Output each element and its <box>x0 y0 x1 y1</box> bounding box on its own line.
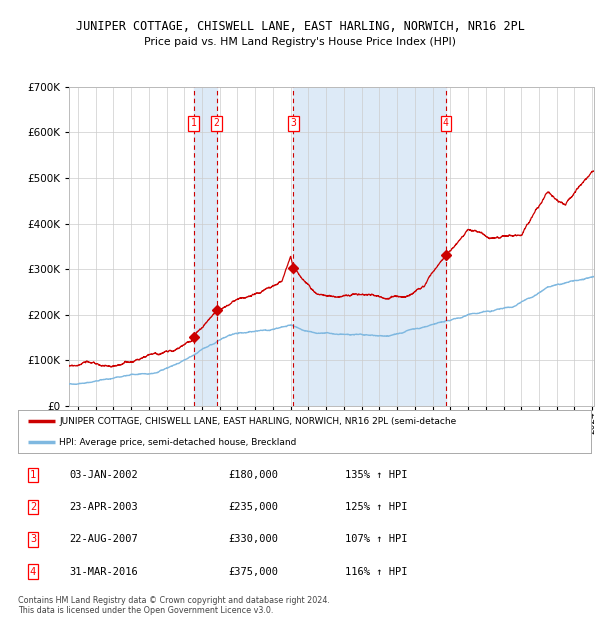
Text: Contains HM Land Registry data © Crown copyright and database right 2024.
This d: Contains HM Land Registry data © Crown c… <box>18 596 330 615</box>
Text: JUNIPER COTTAGE, CHISWELL LANE, EAST HARLING, NORWICH, NR16 2PL: JUNIPER COTTAGE, CHISWELL LANE, EAST HAR… <box>76 20 524 33</box>
Text: 22-AUG-2007: 22-AUG-2007 <box>69 534 138 544</box>
Text: £330,000: £330,000 <box>228 534 278 544</box>
Text: Price paid vs. HM Land Registry's House Price Index (HPI): Price paid vs. HM Land Registry's House … <box>144 37 456 47</box>
Text: 116% ↑ HPI: 116% ↑ HPI <box>345 567 407 577</box>
Text: 107% ↑ HPI: 107% ↑ HPI <box>345 534 407 544</box>
Text: 4: 4 <box>443 118 449 128</box>
Text: £235,000: £235,000 <box>228 502 278 512</box>
Text: £375,000: £375,000 <box>228 567 278 577</box>
Text: 2: 2 <box>214 118 220 128</box>
Text: 31-MAR-2016: 31-MAR-2016 <box>69 567 138 577</box>
Text: 1: 1 <box>191 118 197 128</box>
Text: 125% ↑ HPI: 125% ↑ HPI <box>345 502 407 512</box>
Text: £180,000: £180,000 <box>228 470 278 480</box>
Text: 23-APR-2003: 23-APR-2003 <box>69 502 138 512</box>
Bar <box>293 87 446 406</box>
Text: JUNIPER COTTAGE, CHISWELL LANE, EAST HARLING, NORWICH, NR16 2PL (semi-detache: JUNIPER COTTAGE, CHISWELL LANE, EAST HAR… <box>59 417 457 426</box>
Text: 3: 3 <box>30 534 36 544</box>
Text: 1: 1 <box>30 470 36 480</box>
Text: 4: 4 <box>30 567 36 577</box>
Text: 2: 2 <box>30 502 36 512</box>
Text: 3: 3 <box>290 118 296 128</box>
Text: 03-JAN-2002: 03-JAN-2002 <box>69 470 138 480</box>
Text: HPI: Average price, semi-detached house, Breckland: HPI: Average price, semi-detached house,… <box>59 438 296 447</box>
Bar <box>194 87 217 406</box>
Text: 135% ↑ HPI: 135% ↑ HPI <box>345 470 407 480</box>
